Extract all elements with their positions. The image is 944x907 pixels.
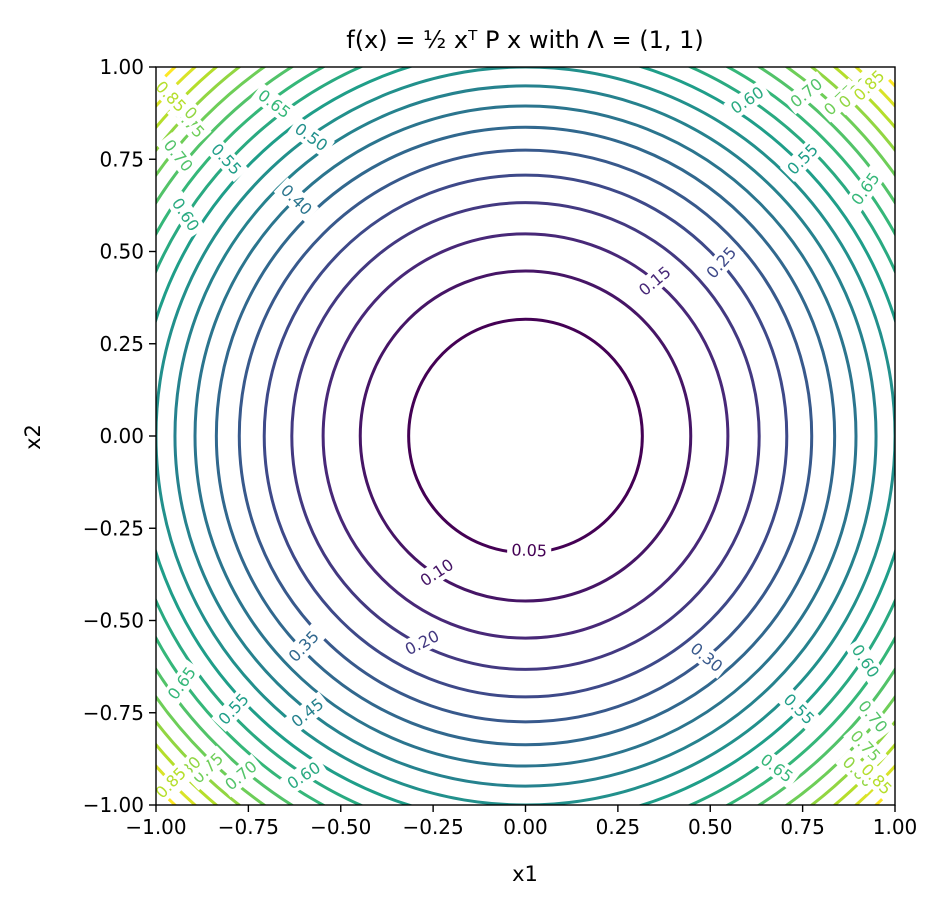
contour-label-background <box>203 136 249 183</box>
x-tick-label: −0.50 <box>310 815 371 839</box>
contour-label-background <box>776 686 822 732</box>
x-tick-label: 0.75 <box>780 815 825 839</box>
chart-title: f(x) = ½ xᵀ P x with Λ = (1, 1) <box>346 26 704 54</box>
contour-label-background <box>412 552 461 593</box>
contour-label-background <box>723 79 772 121</box>
y-tick-label: 1.00 <box>99 55 144 79</box>
contour-label-background <box>184 745 231 791</box>
contour-level-0.10 <box>358 269 693 603</box>
contour-label-text: 0.05 <box>511 540 547 560</box>
contour-level-0.45 <box>173 84 878 788</box>
y-tick-label: −0.50 <box>83 609 144 633</box>
x-tick-label: 0.50 <box>688 815 733 839</box>
contour-lines <box>156 67 895 805</box>
contour-label-0.60: 0.60 <box>844 637 886 685</box>
contour-level-0.35 <box>214 125 837 747</box>
contour-label-0.75: 0.75 <box>843 722 888 769</box>
contour-level-0.20 <box>290 201 761 671</box>
x-tick-label: −0.75 <box>218 815 279 839</box>
contour-label-background <box>217 753 265 798</box>
contour-label-background <box>281 623 327 670</box>
contour-label-background <box>851 693 895 740</box>
contour-label-background <box>853 756 895 802</box>
contour-level-0.25 <box>262 173 789 699</box>
contour-label-background <box>397 623 447 662</box>
contour-level-0.30 <box>237 148 814 724</box>
contour-label-background <box>284 691 331 735</box>
contour-label-background <box>699 239 744 286</box>
x-tick-label: −1.00 <box>125 815 186 839</box>
y-axis-label: x2 <box>21 424 45 450</box>
y-tick-label: 0.00 <box>99 424 144 448</box>
contour-label-background <box>156 132 200 179</box>
x-axis-label: x1 <box>512 862 538 886</box>
contour-labels: 0.050.100.150.200.250.300.350.400.450.50… <box>156 67 895 805</box>
contour-level-0.40 <box>193 104 858 768</box>
x-tick-label: −0.25 <box>402 815 463 839</box>
y-tick-label: −1.00 <box>83 793 144 817</box>
contour-label-background <box>753 746 801 790</box>
x-tick-label: 0.25 <box>596 815 641 839</box>
contour-label-background <box>279 755 328 796</box>
contour-label-background <box>844 637 886 685</box>
contour-label-background <box>843 722 888 769</box>
y-tick-label: 0.50 <box>99 240 144 264</box>
contour-label-background <box>273 177 320 223</box>
y-tick-label: 0.75 <box>99 147 144 171</box>
y-tick-label: 0.25 <box>99 332 144 356</box>
contour-label-background <box>156 760 194 805</box>
contour-label-0.70: 0.70 <box>217 753 265 798</box>
contour-label-background <box>156 73 194 120</box>
x-tick-label: 1.00 <box>873 815 918 839</box>
contour-level-0.15 <box>321 232 730 640</box>
contour-label-background <box>846 67 892 108</box>
y-tick-label: −0.25 <box>83 516 144 540</box>
contour-label-background <box>211 686 256 732</box>
contour-label-background <box>683 635 730 680</box>
contour-label-0.05: 0.05 <box>506 539 552 562</box>
contour-label-background <box>165 190 206 239</box>
y-axis-ticks: −1.00 −0.75 −0.50 −0.25 0.00 0.25 0.50 0.75 1.00 <box>83 55 156 817</box>
contour-label-background <box>160 659 203 707</box>
y-tick-label: −0.75 <box>83 701 144 725</box>
contour-label-background <box>782 71 830 115</box>
x-axis-ticks: −1.00 −0.75 −0.50 −0.25 0.00 0.25 0.50 0.75 1.00 <box>125 805 917 839</box>
contour-label-background <box>631 259 679 303</box>
contour-label-background <box>506 539 552 562</box>
contour-label-background <box>844 165 887 213</box>
contour-label-background <box>250 82 298 126</box>
contour-label-0.60: 0.60 <box>165 190 206 239</box>
contour-label-background <box>779 136 826 182</box>
x-tick-label: 0.00 <box>503 815 548 839</box>
contour-label-background <box>287 116 335 159</box>
